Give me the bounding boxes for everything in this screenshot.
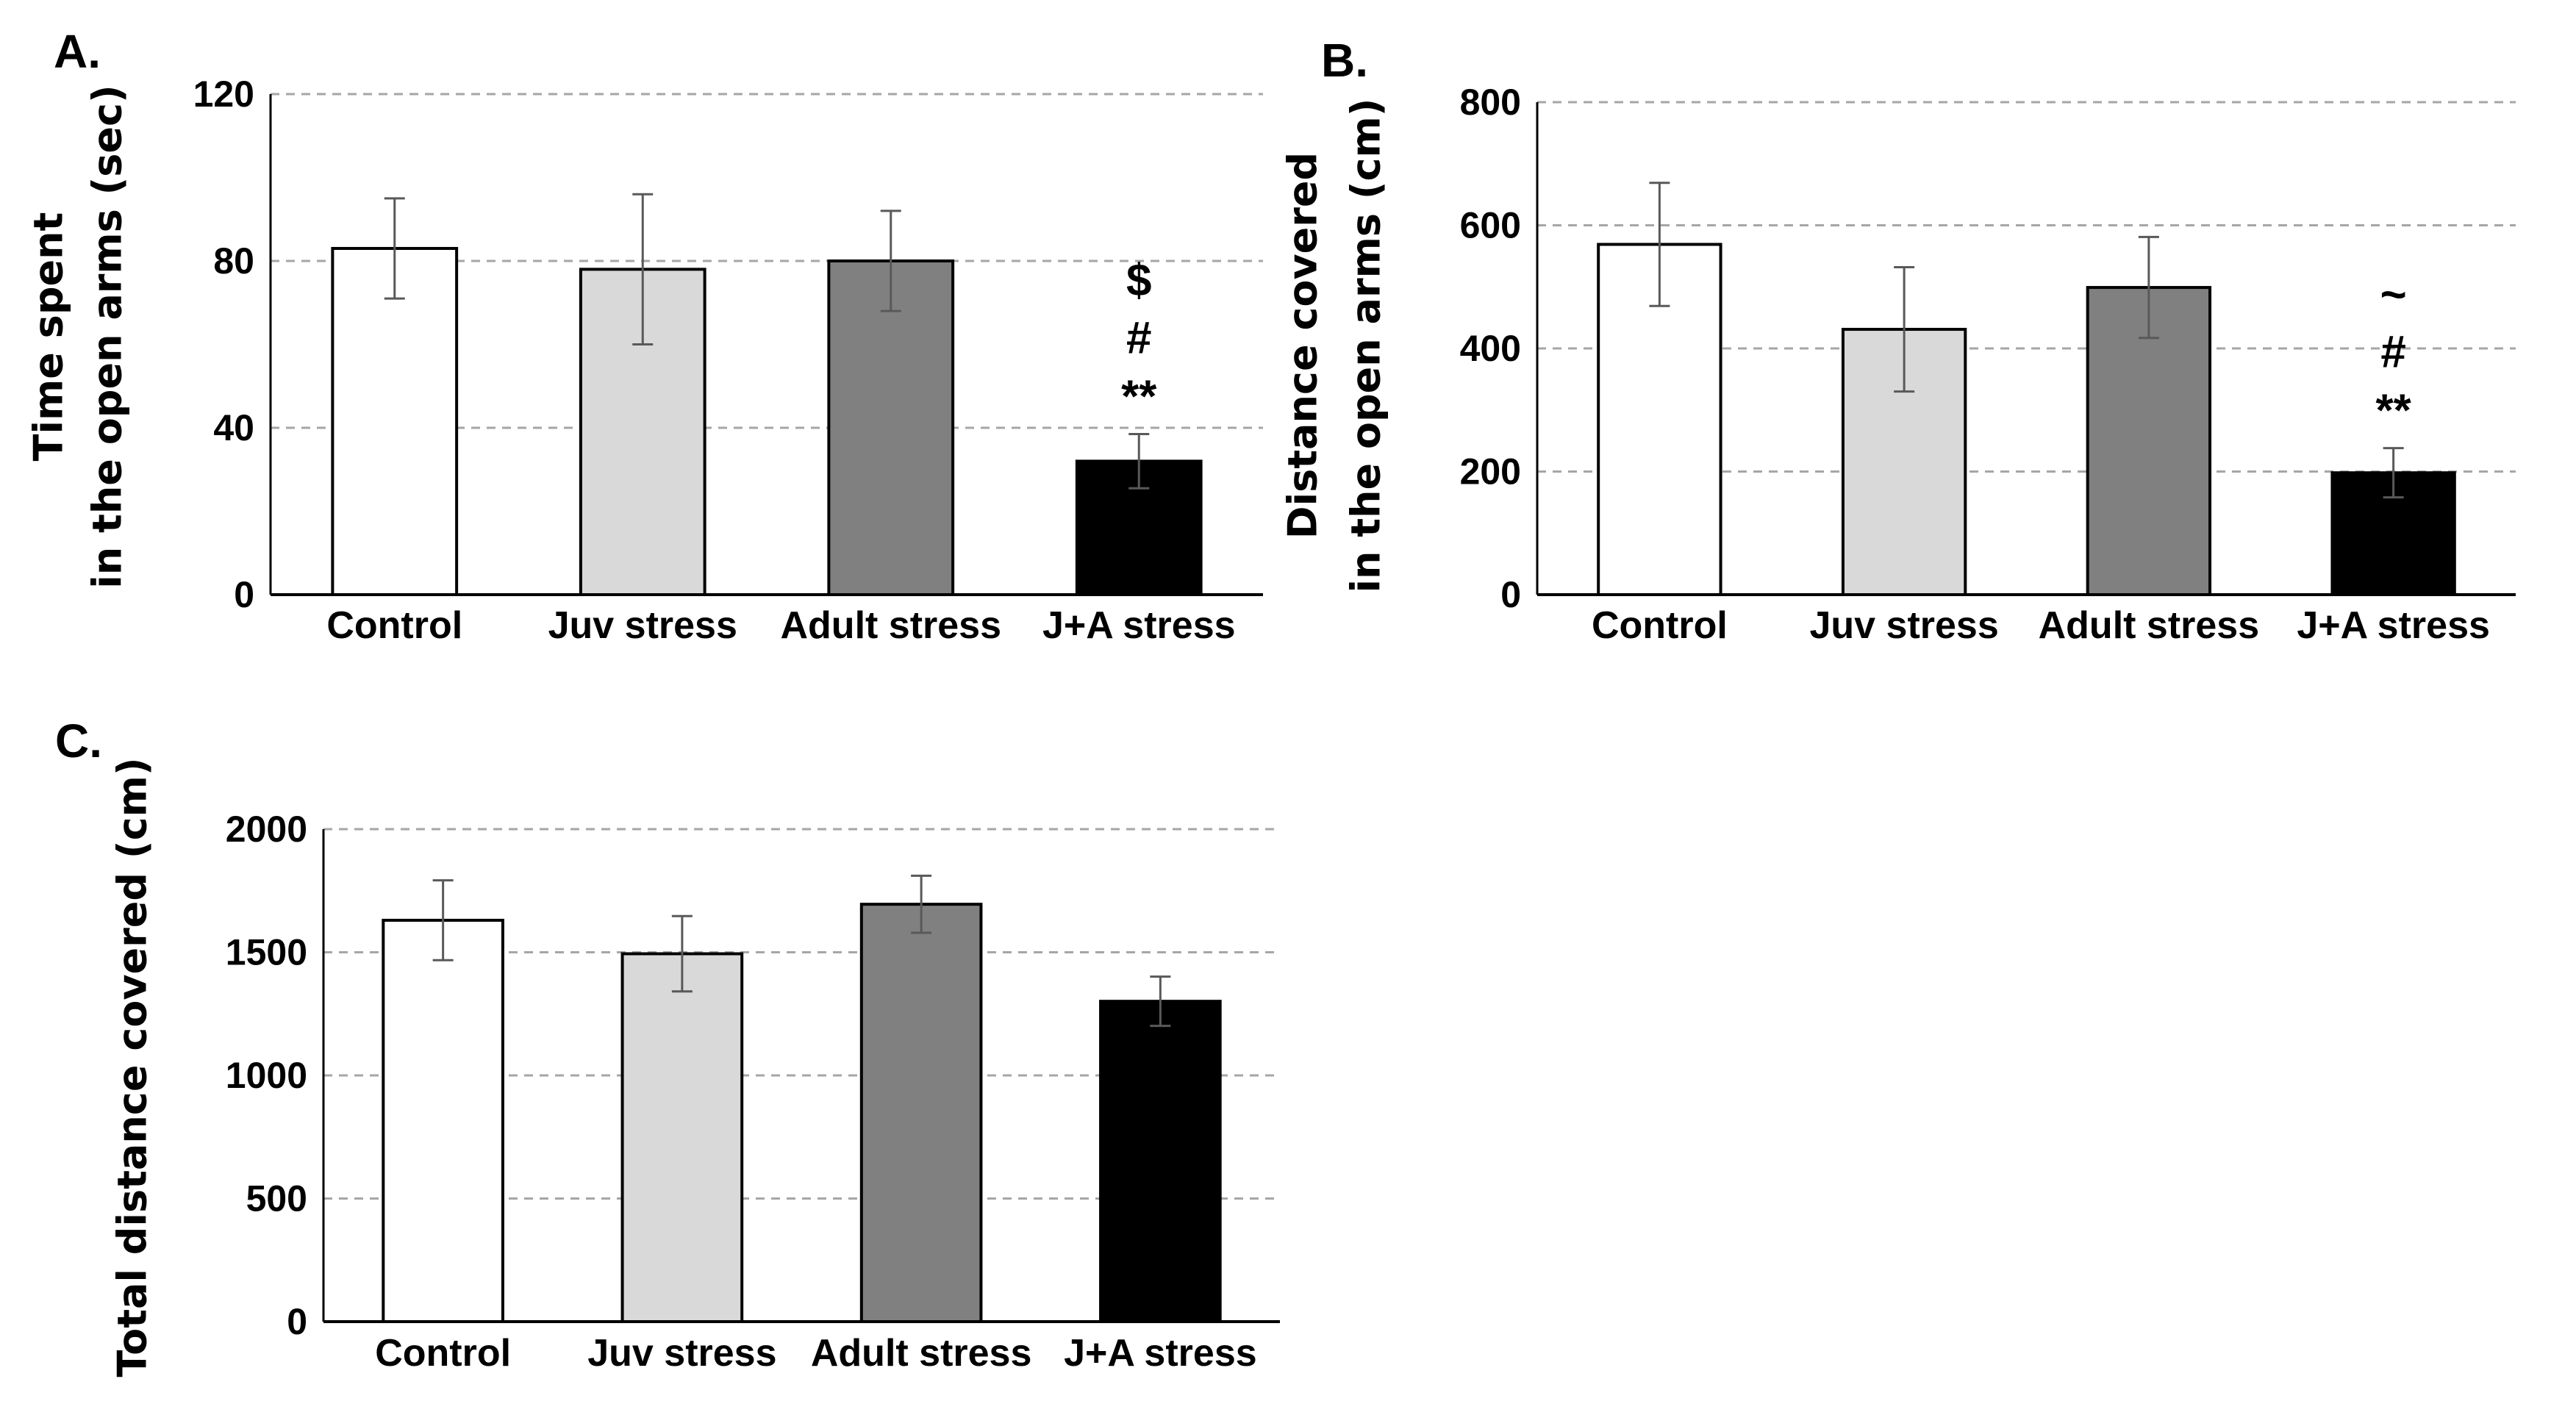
bar xyxy=(1099,1000,1222,1324)
chart-panel-c: C. 0 500 1000 1500 2000 Control Juv stress Adult… xyxy=(55,714,1280,1378)
significance-marker: # xyxy=(2380,327,2405,378)
chart-panel-a: A. 0 40 80 120 Control Juv stress Adult stress J… xyxy=(26,25,1263,647)
y-tick-label: 2000 xyxy=(226,809,307,850)
y-axis-label: Distance covered xyxy=(1280,152,1326,539)
x-category-label: Juv stress xyxy=(1809,604,1998,647)
y-tick-label: 80 xyxy=(213,240,254,282)
x-category-label: J+A stress xyxy=(1064,1332,1257,1375)
y-tick-label: 0 xyxy=(1500,574,1521,615)
y-tick-label: 0 xyxy=(234,574,254,615)
x-category-label: Control xyxy=(375,1332,511,1375)
panel-label: B. xyxy=(1321,34,1368,87)
x-category-label: Juv stress xyxy=(587,1332,776,1375)
significance-marker: # xyxy=(1126,313,1151,364)
chart-panel-b: B. 0 200 400 600 800 Control Juv stress Adult st… xyxy=(1280,34,2516,647)
y-tick-label: 120 xyxy=(193,74,254,115)
x-category-label: Juv stress xyxy=(548,604,737,647)
bar xyxy=(382,918,504,1323)
y-axis-label: Time spent xyxy=(26,212,72,462)
panel-label: A. xyxy=(54,25,101,78)
significance-marker: ** xyxy=(1121,372,1157,423)
y-tick-label: 500 xyxy=(246,1178,307,1219)
x-category-label: Adult stress xyxy=(780,604,1001,647)
y-tick-label: 40 xyxy=(213,407,254,448)
y-tick-label: 600 xyxy=(1460,205,1521,246)
x-category-label: J+A stress xyxy=(2297,604,2490,647)
x-category-label: Adult stress xyxy=(2039,604,2260,647)
y-tick-label: 1500 xyxy=(226,932,307,973)
significance-marker: $ xyxy=(1126,256,1151,307)
y-axis-label: in the open arms (cm) xyxy=(1343,98,1389,593)
bar xyxy=(859,903,983,1324)
x-category-label: Control xyxy=(1592,604,1728,647)
panel-label: C. xyxy=(55,714,102,767)
y-tick-label: 800 xyxy=(1460,82,1521,123)
y-tick-label: 200 xyxy=(1460,451,1521,492)
significance-marker: ~ xyxy=(2380,270,2407,320)
y-axis-label: Total distance covered (cm) xyxy=(110,757,156,1377)
y-tick-label: 0 xyxy=(287,1301,307,1342)
y-tick-label: 1000 xyxy=(226,1055,307,1096)
bar xyxy=(620,952,744,1323)
x-category-label: Control xyxy=(326,604,462,647)
x-category-label: J+A stress xyxy=(1042,604,1236,647)
y-axis-label: in the open arms (sec) xyxy=(85,85,131,588)
bar xyxy=(331,246,459,596)
x-category-label: Adult stress xyxy=(811,1332,1032,1375)
y-tick-label: 400 xyxy=(1460,328,1521,369)
significance-marker: ** xyxy=(2375,386,2411,437)
